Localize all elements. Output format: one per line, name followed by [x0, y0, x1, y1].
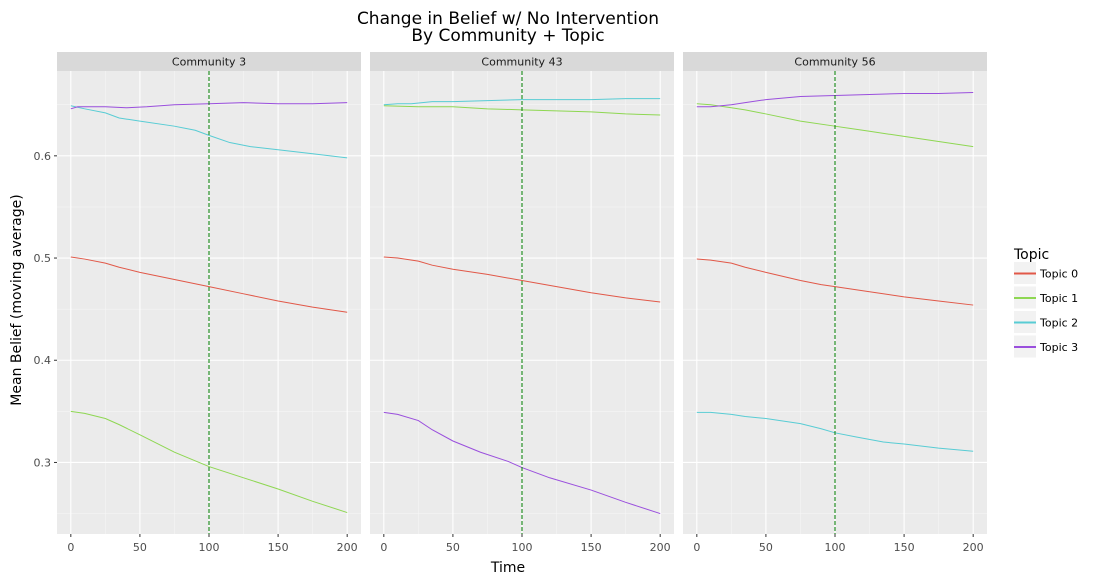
facet-panel: Community 43 0 50 100 150 200: [370, 52, 674, 554]
legend-item: Topic 3: [1014, 335, 1078, 358]
legend-item: Topic 2: [1014, 311, 1078, 333]
y-tick-label: 0.6: [34, 150, 52, 163]
x-tick-label: 50: [446, 541, 460, 554]
x-tick-label: 150: [268, 541, 289, 554]
legend-label: Topic 2: [1039, 317, 1078, 330]
facet-strip: [57, 52, 361, 71]
chart-title-line-2: By Community + Topic: [411, 26, 604, 46]
x-tick-label: 100: [199, 541, 220, 554]
y-tick-label: 0.5: [34, 252, 52, 265]
facet-panels: Community 3 0 50 100 150 200 Community 43 0 50 10…: [57, 52, 987, 554]
x-tick-label: 0: [67, 541, 74, 554]
series-line-topic-2: [70, 105, 348, 159]
y-axis: 0.3 0.4 0.5 0.6: [34, 150, 57, 469]
x-tick-label: 200: [337, 541, 358, 554]
series-line-topic-3: [383, 411, 661, 515]
legend-item: Topic 1: [1014, 286, 1078, 309]
facet-panel: Community 56 0 50 100 150 200: [683, 52, 987, 554]
facet-panel: Community 3 0 50 100 150 200: [57, 52, 361, 554]
legend-title: Topic: [1013, 247, 1049, 263]
series-line-topic-2: [383, 98, 661, 106]
x-tick-label: 50: [133, 541, 147, 554]
y-tick-label: 0.3: [34, 456, 52, 469]
x-tick-label: 200: [650, 541, 671, 554]
series-line-topic-3: [70, 102, 348, 110]
series-line-topic-0: [70, 256, 348, 313]
legend: Topic Topic 0 Topic 1 Topic 2 Topic 3: [1013, 247, 1078, 358]
x-tick-label: 150: [581, 541, 602, 554]
x-tick-label: 150: [894, 541, 915, 554]
y-axis-title: Mean Belief (moving average): [9, 194, 25, 405]
facet-strip-label: Community 43: [481, 56, 562, 69]
facet-strip: [683, 52, 987, 71]
x-tick-label: 0: [380, 541, 387, 554]
legend-label: Topic 0: [1039, 268, 1078, 281]
facet-strip-label: Community 56: [794, 56, 875, 69]
x-tick-label: 0: [693, 541, 700, 554]
series-line-topic-1: [696, 103, 974, 148]
chart-title-line-1: Change in Belief w/ No Intervention: [357, 9, 659, 29]
x-tick-label: 50: [759, 541, 773, 554]
series-line-topic-1: [70, 410, 348, 514]
facet-strip: [370, 52, 674, 71]
legend-item: Topic 0: [1014, 262, 1078, 284]
facet-strip-label: Community 3: [172, 56, 246, 69]
legend-label: Topic 3: [1039, 341, 1078, 354]
series-line-topic-0: [696, 258, 974, 306]
series-line-topic-2: [696, 411, 974, 452]
legend-label: Topic 1: [1039, 292, 1078, 305]
y-tick-label: 0.4: [34, 354, 52, 367]
x-tick-label: 100: [512, 541, 533, 554]
x-tick-label: 100: [825, 541, 846, 554]
x-tick-label: 200: [963, 541, 984, 554]
series-line-topic-3: [696, 91, 974, 108]
x-axis-title: Time: [490, 560, 525, 576]
series-line-topic-0: [383, 256, 661, 303]
